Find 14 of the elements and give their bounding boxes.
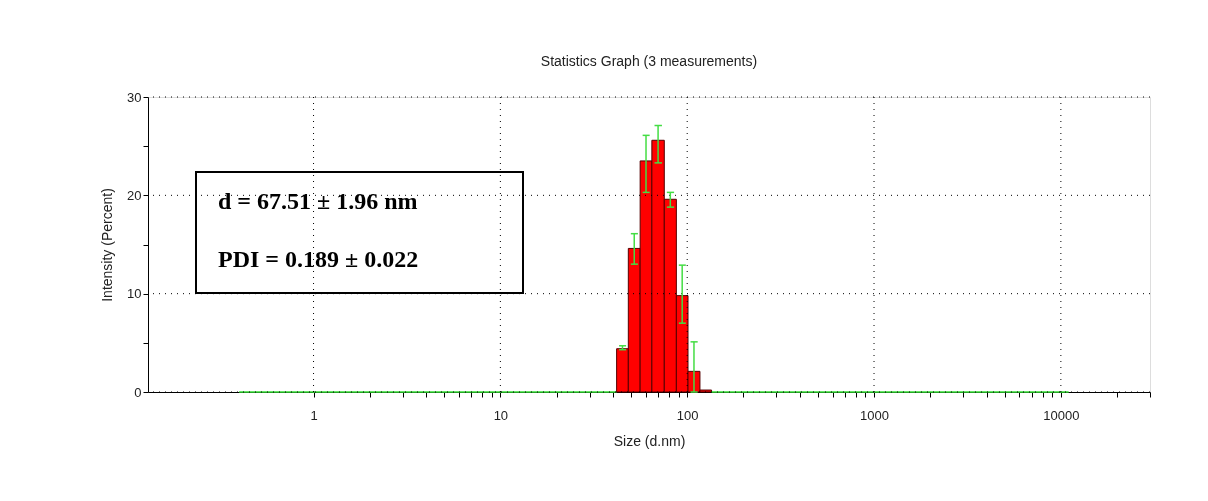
annotation: d = 67.51 ± 1.96 nm [218,188,418,214]
x-tick-label: 10000 [1043,407,1080,423]
y-axis-title: Intensity (Percent) [99,188,116,302]
x-tick-label: 1000 [860,407,889,423]
x-axis-title: Size (d.nm) [613,432,686,449]
y-tick-label: 10 [127,286,142,302]
x-tick-label: 100 [676,407,699,423]
y-tick-label: 30 [127,89,142,105]
y-tick-label: 0 [134,384,142,400]
x-tick-label: 10 [493,407,509,423]
chart-title: Statistics Graph (3 measurements) [540,53,758,69]
x-tick-label: 1 [310,407,318,423]
y-tick-label: 20 [127,187,142,203]
annotation: PDI = 0.189 ± 0.022 [218,246,419,272]
